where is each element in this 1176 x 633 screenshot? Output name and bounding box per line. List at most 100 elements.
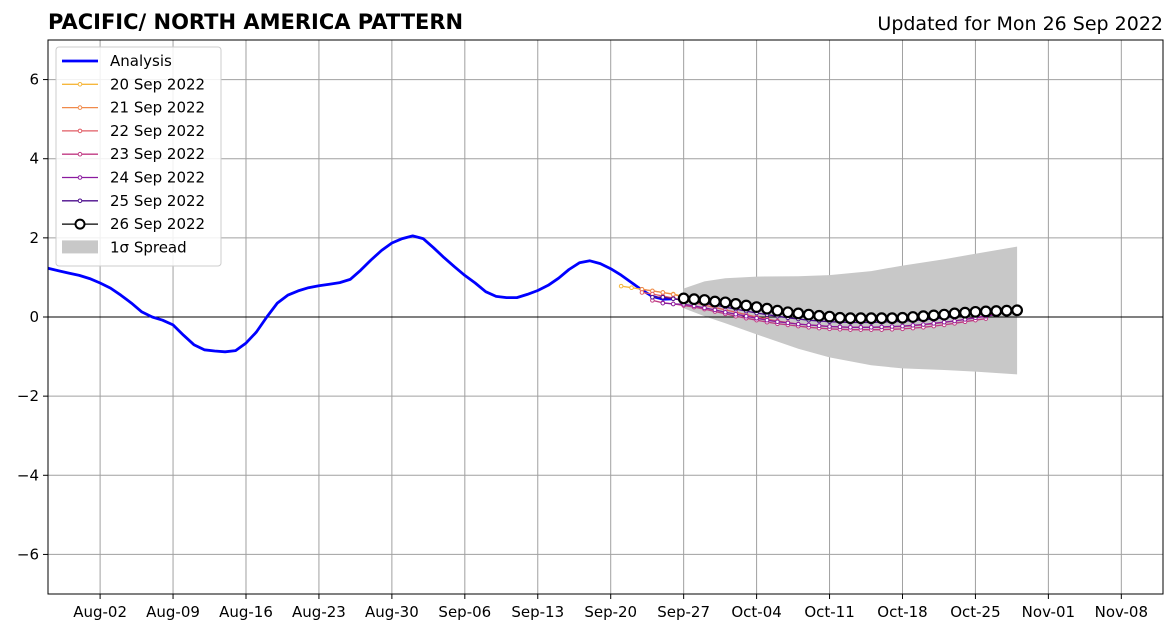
forecast-point xyxy=(729,298,742,310)
forecast-point xyxy=(907,311,919,323)
forecast-point xyxy=(921,322,926,327)
forecast-point xyxy=(806,322,812,328)
x-tick-label: Sep-20 xyxy=(584,603,637,621)
forecast-point xyxy=(948,307,961,320)
forecast-point xyxy=(771,304,784,317)
forecast-point xyxy=(802,308,815,321)
forecast-point xyxy=(740,299,753,312)
forecast-point xyxy=(761,302,773,315)
forecast-point xyxy=(823,310,836,323)
legend-marker xyxy=(77,151,83,157)
spread-layer xyxy=(683,246,1018,375)
forecast-point xyxy=(875,312,888,325)
forecast-point xyxy=(816,323,822,329)
x-tick-label: Nov-01 xyxy=(1022,603,1075,621)
forecast-point xyxy=(931,321,937,326)
spread-band xyxy=(683,246,1018,375)
x-tick-label: Aug-02 xyxy=(73,603,127,621)
y-tick-label: −2 xyxy=(17,387,39,405)
forecast-point xyxy=(990,305,1003,317)
forecast-point xyxy=(688,293,700,306)
forecast-point xyxy=(660,300,666,306)
forecast-point xyxy=(959,306,971,319)
forecast-point xyxy=(896,311,909,324)
forecast-point xyxy=(733,311,739,317)
legend-label: 26 Sep 2022 xyxy=(110,215,205,233)
legend: Analysis 20 Sep 2022 21 Sep 2022 22 Sep 202… xyxy=(55,46,222,267)
forecast-point xyxy=(709,295,721,308)
legend-marker xyxy=(77,82,83,87)
x-tick-label: Oct-11 xyxy=(804,603,854,621)
legend-label: 22 Sep 2022 xyxy=(110,122,205,140)
forecast-point xyxy=(900,323,905,329)
y-tick-label: −4 xyxy=(17,466,39,484)
forecast-point xyxy=(927,309,940,322)
forecast-point xyxy=(792,307,805,320)
y-tick-label: 2 xyxy=(29,229,39,247)
forecast-point xyxy=(719,296,732,309)
forecast-point xyxy=(795,321,801,327)
forecast-point xyxy=(775,319,780,325)
forecast-point xyxy=(879,324,884,330)
forecast-point xyxy=(743,313,749,319)
forecast-point xyxy=(1000,304,1013,317)
forecast-point xyxy=(1011,304,1024,317)
analysis-line xyxy=(47,234,674,354)
y-tick-label: 0 xyxy=(29,308,39,326)
axis-ticks: Aug-02 Aug-09 Aug-16 Aug-23 Aug-30 Sep-06 Sep-… xyxy=(17,71,1148,621)
x-tick-label: Oct-25 xyxy=(950,603,1000,621)
x-tick-label: Aug-16 xyxy=(219,603,273,621)
forecast-point xyxy=(969,305,982,318)
legend-marker xyxy=(77,128,83,134)
forecast-point xyxy=(952,318,957,324)
forecast-point xyxy=(889,324,895,329)
chart-subtitle: Updated for Mon 26 Sep 2022 xyxy=(877,13,1163,35)
forecast-point xyxy=(639,290,645,295)
forecast-point xyxy=(670,301,676,307)
legend-label: 23 Sep 2022 xyxy=(110,145,205,163)
legend-label: 20 Sep 2022 xyxy=(110,75,205,93)
legend-swatch xyxy=(62,240,98,254)
forecast-point xyxy=(781,306,794,319)
forecast-point xyxy=(837,324,843,330)
x-tick-label: Sep-27 xyxy=(657,603,710,621)
forecast-point xyxy=(848,324,853,330)
legend-label: 21 Sep 2022 xyxy=(110,99,205,117)
forecast-point xyxy=(827,324,832,329)
legend-marker xyxy=(77,198,83,204)
forecast-point xyxy=(910,323,916,328)
y-tick-label: −6 xyxy=(17,545,39,563)
x-tick-label: Aug-23 xyxy=(292,603,346,621)
forecast-point xyxy=(677,292,690,305)
forecast-point xyxy=(941,319,947,325)
series-layer xyxy=(47,234,1024,354)
forecast-point xyxy=(868,324,874,330)
y-tick-label: 6 xyxy=(29,71,39,89)
forecast-point xyxy=(702,305,707,311)
legend-label: 25 Sep 2022 xyxy=(110,192,205,210)
forecast-point xyxy=(834,311,846,324)
chart-title: PACIFIC/ NORTH AMERICA PATTERN xyxy=(48,10,463,34)
x-tick-label: Sep-13 xyxy=(511,603,564,621)
x-tick-label: Sep-06 xyxy=(438,603,491,621)
x-tick-label: Aug-09 xyxy=(146,603,200,621)
forecast-point xyxy=(938,308,951,321)
x-tick-label: Oct-18 xyxy=(877,603,927,621)
forecast-point xyxy=(886,312,898,325)
forecast-point xyxy=(764,317,770,323)
legend-box xyxy=(55,46,222,267)
forecast-point xyxy=(865,312,878,325)
x-tick-label: Oct-04 xyxy=(731,603,781,621)
forecast-point xyxy=(629,285,634,291)
forecast-point xyxy=(750,301,763,314)
forecast-point xyxy=(660,290,666,295)
forecast-point xyxy=(618,283,624,289)
forecast-point xyxy=(712,307,718,313)
forecast-point xyxy=(698,294,711,306)
forecast-point xyxy=(670,292,676,297)
legend-label: Analysis xyxy=(110,52,172,70)
forecast-point xyxy=(979,305,992,318)
forecast-point xyxy=(844,312,857,325)
y-tick-label: 4 xyxy=(29,150,39,168)
